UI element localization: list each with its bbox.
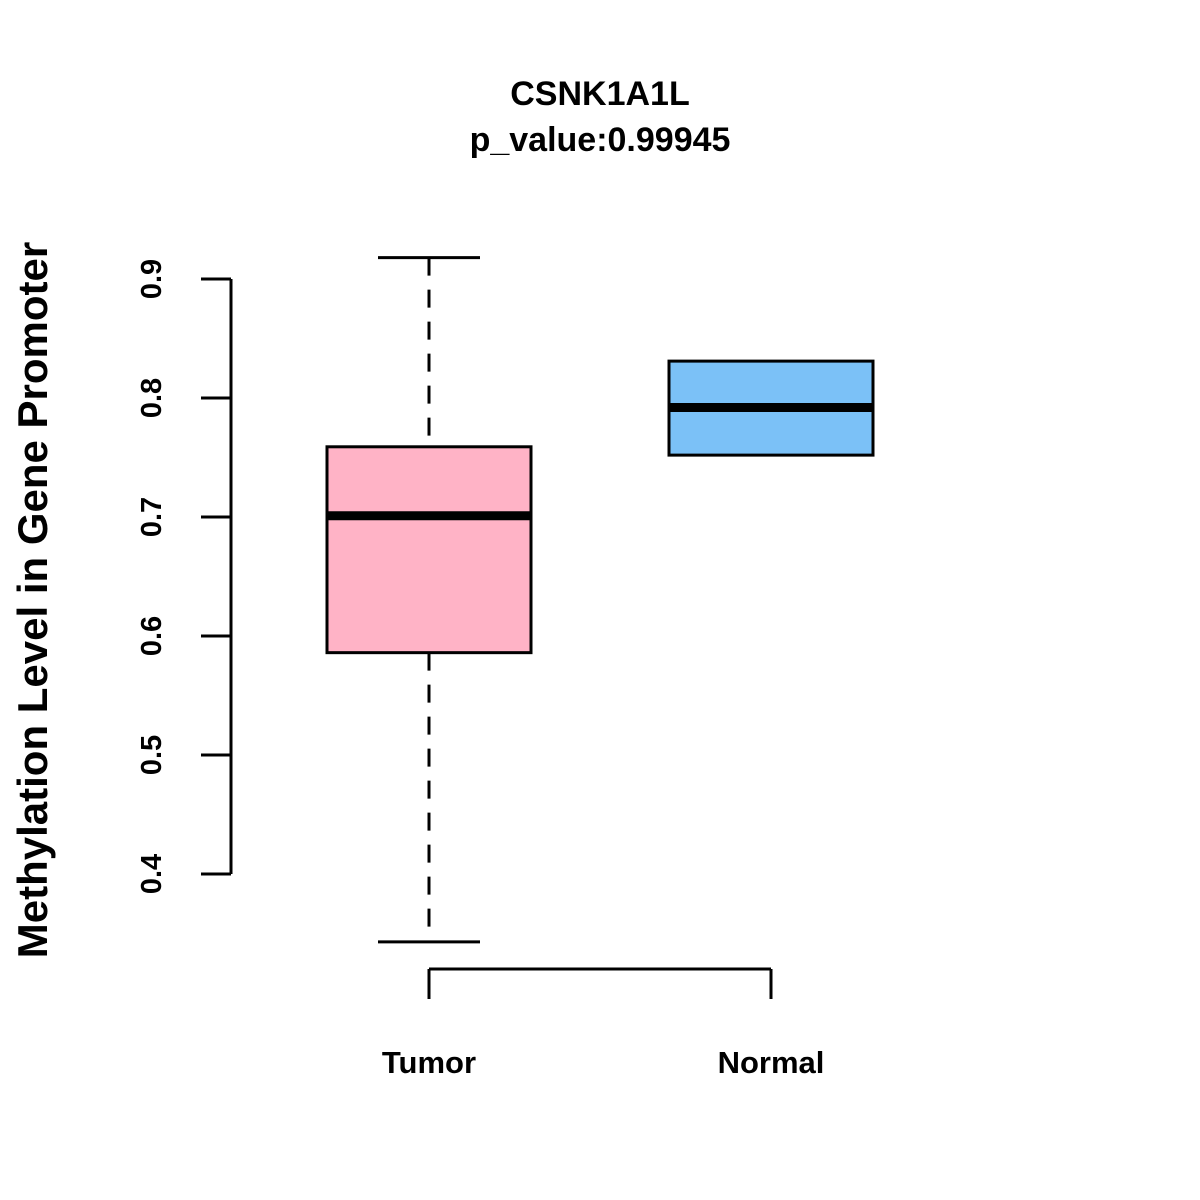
box-normal [667,359,875,457]
y-axis: 0.4 0.5 0.6 0.7 0.8 0.9 [136,259,233,894]
chart-subtitle: p_value:0.99945 [470,121,731,159]
y-tick-label-3: 0.7 [136,497,168,537]
y-tick-label-1: 0.5 [136,735,168,775]
y-tick-label-2: 0.6 [136,616,168,656]
box-tumor [325,256,533,944]
x-tick-label-normal: Normal [718,1045,825,1080]
x-axis: Tumor Normal [382,967,825,1080]
y-axis-label: Methylation Level in Gene Promoter [9,242,56,958]
y-tick-label-5: 0.9 [136,259,168,299]
box-body [325,445,533,655]
chart-title: CSNK1A1L [510,75,689,113]
boxes [325,256,875,944]
x-tick-label-tumor: Tumor [382,1045,476,1080]
y-tick-label-0: 0.4 [136,854,168,894]
y-tick-label-4: 0.8 [136,378,168,418]
